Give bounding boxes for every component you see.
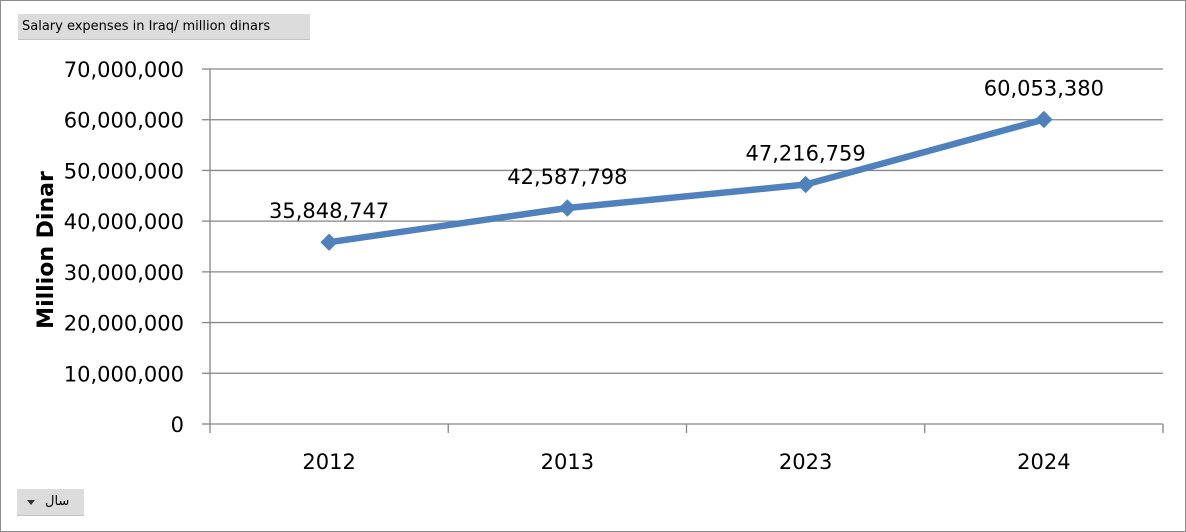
y-tick-label: 10,000,000 — [64, 362, 184, 386]
x-tick-label: 2012 — [302, 450, 355, 474]
data-point-marker — [320, 233, 338, 251]
axis-field-label: سال — [45, 494, 70, 509]
x-tick-label: 2023 — [779, 450, 832, 474]
y-tick-label: 20,000,000 — [64, 312, 184, 336]
data-point-marker — [796, 175, 815, 194]
data-label: 42,587,798 — [507, 165, 627, 189]
data-point-marker — [1035, 110, 1053, 129]
series-layer — [320, 110, 1053, 251]
y-tick-label: 60,000,000 — [64, 109, 184, 133]
x-tick-label: 2024 — [1017, 450, 1070, 474]
gridlines — [210, 68, 1163, 374]
data-label: 35,848,747 — [269, 199, 389, 223]
report-filter-field-button[interactable]: Salary expenses in Iraq/ million dinars — [18, 14, 310, 40]
x-tick-label: 2013 — [541, 450, 594, 474]
axes — [202, 68, 1164, 433]
axis-field-button[interactable]: سال — [17, 489, 84, 516]
y-tick-label: 50,000,000 — [64, 159, 184, 183]
x-axis-ticks: 2012 2013 2023 2024 — [302, 450, 1070, 474]
dropdown-arrow-icon[interactable] — [27, 499, 35, 505]
y-axis-ticks: 0 10,000,000 20,000,000 30,000,000 40,000,00… — [64, 58, 184, 437]
data-label: 60,053,380 — [984, 76, 1104, 100]
data-labels: 35,848,747 42,587,798 47,216,759 60,053,380 — [269, 76, 1104, 223]
y-axis-title: Million Dinar — [34, 171, 59, 329]
series-line — [325, 116, 1048, 246]
data-label: 47,216,759 — [746, 142, 866, 166]
y-tick-label: 30,000,000 — [64, 261, 184, 285]
y-tick-label: 0 — [171, 413, 184, 437]
data-point-marker — [558, 199, 577, 217]
y-tick-label: 40,000,000 — [64, 210, 184, 234]
y-tick-label: 70,000,000 — [64, 58, 184, 82]
